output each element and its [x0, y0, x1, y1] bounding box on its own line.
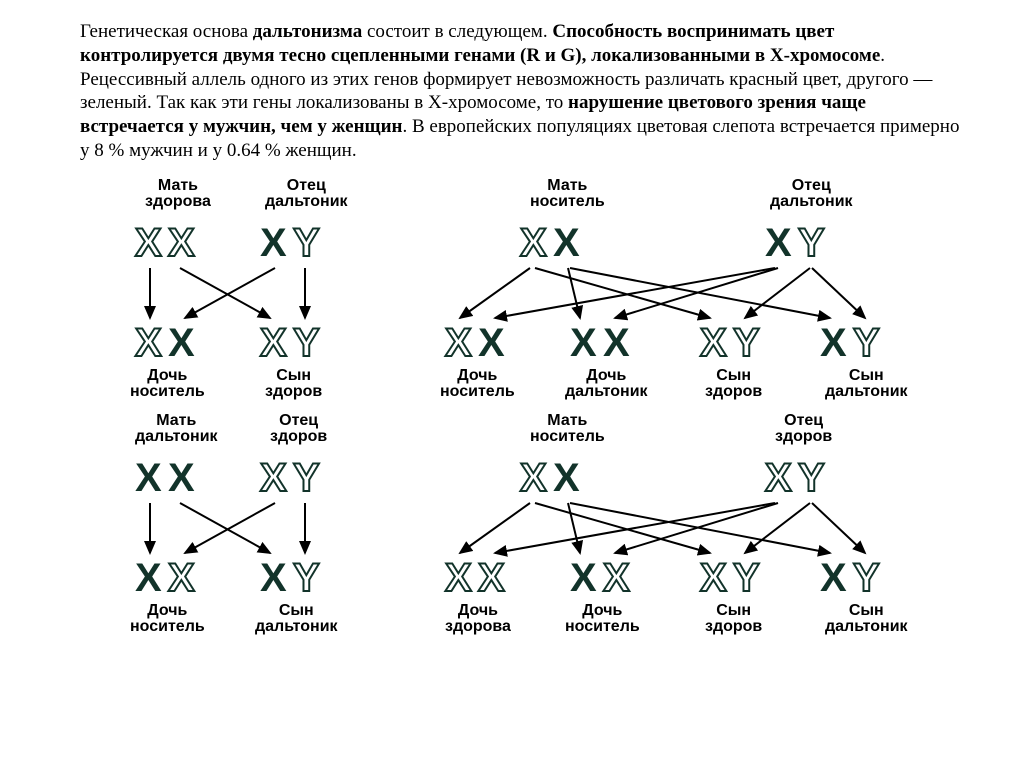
chromosome-X-outline: X — [603, 558, 632, 598]
p1c: состоит в следующем. — [362, 21, 552, 42]
chromosome-X-outline: X — [700, 323, 729, 363]
child-label: Сын дальтоник — [255, 603, 338, 637]
chromosome-X-outline: X — [765, 458, 794, 498]
chromosome-X-outline: X — [445, 323, 474, 363]
intro-paragraph: Генетическая основа дальтонизма состоит … — [0, 0, 1024, 173]
chromosome-X-solid: X — [553, 458, 582, 498]
chromosome-X-outline: X — [168, 223, 197, 263]
chromosome-X-outline: X — [260, 458, 289, 498]
parent-label: Отец здоров — [270, 413, 327, 447]
chromosome-Y-outline: Y — [853, 558, 882, 598]
parent-label: Мать носитель — [530, 413, 605, 447]
chromosome-X-outline: X — [700, 558, 729, 598]
chromosome-X-solid: X — [820, 558, 849, 598]
chromosome-Y-outline: Y — [798, 223, 827, 263]
chromosome-X-outline: X — [520, 458, 549, 498]
chromosome-X-outline: X — [445, 558, 474, 598]
child-label: Сын дальтоник — [825, 368, 908, 402]
parent-label: Отец дальтоник — [265, 178, 348, 212]
chromosome-X-solid: X — [168, 458, 197, 498]
cross-q1: Мать здороваXXОтец дальтоникXYДочь носит… — [90, 178, 420, 413]
p1a: Генетическая основа — [80, 21, 253, 42]
parent-label: Мать здорова — [145, 178, 211, 212]
child-label: Дочь здорова — [445, 603, 511, 637]
chromosome-Y-outline: Y — [853, 323, 882, 363]
chromosome-Y-outline: Y — [293, 458, 322, 498]
chromosome-Y-outline: Y — [293, 558, 322, 598]
chromosome-X-outline: X — [135, 323, 164, 363]
chromosome-X-outline: X — [520, 223, 549, 263]
chromosome-Y-outline: Y — [293, 323, 322, 363]
cross-q3: Мать дальтоникXXОтец здоровXYДочь носите… — [90, 413, 420, 648]
child-label: Дочь носитель — [565, 603, 640, 637]
chromosome-X-solid: X — [765, 223, 794, 263]
chromosome-X-solid: X — [260, 223, 289, 263]
chromosome-X-outline: X — [260, 323, 289, 363]
inheritance-diagrams: Мать здороваXXОтец дальтоникXYДочь носит… — [90, 178, 990, 648]
chromosome-Y-outline: Y — [293, 223, 322, 263]
cross-q4: Мать носительXXОтец здоровXYДочь здорова… — [420, 413, 940, 648]
chromosome-X-solid: X — [570, 323, 599, 363]
chromosome-X-outline: X — [168, 558, 197, 598]
chromosome-X-solid: X — [135, 458, 164, 498]
child-label: Сын здоров — [705, 368, 762, 402]
chromosome-X-outline: X — [135, 223, 164, 263]
chromosome-X-outline: X — [478, 558, 507, 598]
cross-q2: Мать носительXXОтец дальтоникXYДочь носи… — [420, 178, 940, 413]
parent-label: Отец дальтоник — [770, 178, 853, 212]
chromosome-X-solid: X — [603, 323, 632, 363]
parent-label: Отец здоров — [775, 413, 832, 447]
child-label: Дочь дальтоник — [565, 368, 648, 402]
child-label: Сын дальтоник — [825, 603, 908, 637]
chromosome-Y-outline: Y — [733, 558, 762, 598]
child-label: Сын здоров — [265, 368, 322, 402]
child-label: Дочь носитель — [130, 603, 205, 637]
parent-label: Мать дальтоник — [135, 413, 218, 447]
chromosome-X-solid: X — [168, 323, 197, 363]
parent-label: Мать носитель — [530, 178, 605, 212]
chromosome-X-solid: X — [260, 558, 289, 598]
child-label: Сын здоров — [705, 603, 762, 637]
chromosome-X-solid: X — [135, 558, 164, 598]
chromosome-Y-outline: Y — [733, 323, 762, 363]
chromosome-X-solid: X — [553, 223, 582, 263]
child-label: Дочь носитель — [440, 368, 515, 402]
chromosome-X-solid: X — [478, 323, 507, 363]
chromosome-Y-outline: Y — [798, 458, 827, 498]
p1b: дальтонизма — [253, 21, 362, 42]
child-label: Дочь носитель — [130, 368, 205, 402]
chromosome-X-solid: X — [820, 323, 849, 363]
chromosome-X-solid: X — [570, 558, 599, 598]
